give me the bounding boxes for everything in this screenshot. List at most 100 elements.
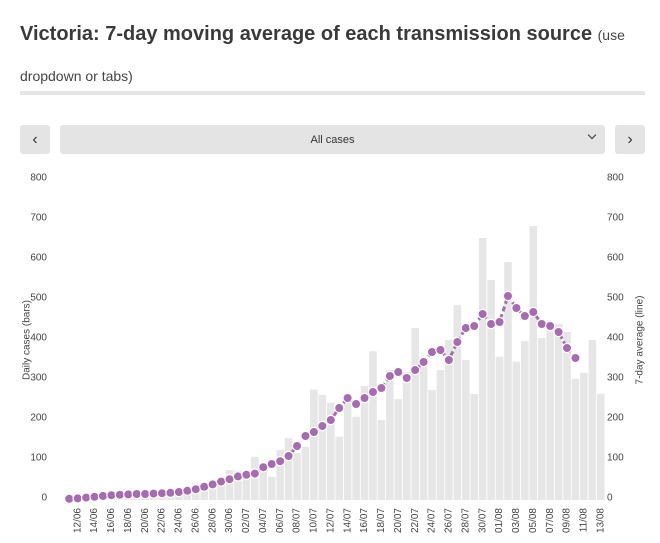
bar (208, 485, 217, 500)
line-point (190, 484, 201, 495)
line-point (536, 318, 547, 330)
line-point (207, 479, 218, 490)
prev-button[interactable]: ‹ (20, 125, 50, 154)
chart-title: Victoria: 7-day moving average of each t… (20, 23, 593, 45)
bar (301, 446, 310, 500)
x-tick-label: 12/07 (325, 508, 336, 533)
line-point (359, 392, 370, 404)
line-point (334, 402, 345, 414)
line-point (258, 462, 269, 473)
line-point (494, 316, 505, 328)
line-point (350, 398, 362, 410)
y2-tick-label: 700 (607, 213, 624, 224)
line-point (249, 468, 261, 479)
bar (596, 393, 605, 500)
line-point (570, 352, 581, 364)
line-point (393, 366, 404, 378)
bar (495, 356, 504, 500)
bar (335, 436, 344, 500)
x-tick-label: 02/07 (241, 508, 252, 533)
y-axis-label: Daily cases (bars) (22, 300, 33, 380)
bar (394, 399, 403, 500)
y2-tick-label: 200 (607, 413, 624, 424)
line-point (519, 310, 531, 322)
chart-subtitle: (use dropdown or tabs) (20, 27, 625, 84)
line-point (131, 488, 142, 500)
line-point (89, 491, 100, 502)
bar (259, 466, 268, 500)
line-point (97, 490, 109, 502)
bar (377, 420, 386, 500)
line-point (165, 487, 176, 498)
bar (478, 238, 487, 500)
bar (343, 400, 352, 500)
y2-tick-label: 500 (607, 293, 624, 304)
header: Victoria: 7-day moving average of each t… (20, 14, 640, 96)
line-point (367, 386, 379, 398)
line-point (325, 414, 336, 426)
line-point (443, 354, 455, 366)
bar (242, 473, 251, 500)
y-tick-label: 600 (30, 253, 47, 264)
y2-tick-label: 100 (607, 453, 624, 464)
x-tick-label: 14/07 (342, 508, 353, 533)
line-point (114, 489, 126, 500)
y2-tick-label: 600 (607, 253, 624, 264)
y-tick-label: 800 (30, 173, 47, 184)
next-button[interactable]: › (615, 125, 645, 154)
line-point (401, 372, 412, 384)
bar (318, 394, 327, 500)
line-point (123, 489, 134, 500)
x-tick-label: 14/06 (89, 508, 100, 533)
bar (470, 394, 479, 500)
line-point (232, 471, 244, 482)
bar (546, 328, 554, 500)
x-tick-label: 22/06 (157, 508, 168, 533)
bar (554, 324, 563, 500)
y2-tick-label: 800 (607, 173, 624, 184)
bar (445, 340, 453, 500)
bar (360, 386, 369, 500)
y-tick-label: 100 (30, 453, 47, 464)
line-point (460, 322, 471, 334)
y-tick-label: 0 (41, 493, 47, 504)
bar (200, 488, 209, 500)
line-point (199, 481, 210, 492)
y-tick-label: 500 (30, 293, 47, 304)
y2-tick-label: 400 (607, 333, 624, 344)
bar (267, 476, 276, 500)
x-tick-label: 22/07 (410, 508, 421, 533)
bar (326, 402, 335, 500)
bar (588, 340, 597, 500)
dropdown[interactable]: All cases (60, 125, 605, 154)
x-tick-label: 16/07 (359, 508, 370, 533)
line-point (426, 346, 438, 358)
line-point (511, 302, 522, 314)
y-tick-label: 300 (30, 373, 47, 384)
y-tick-label: 200 (30, 413, 47, 424)
line-point (452, 336, 463, 348)
bar (461, 360, 470, 500)
line-point (384, 370, 396, 382)
line-point (342, 392, 353, 404)
line-point (300, 430, 311, 442)
bar (284, 438, 293, 500)
bar (571, 378, 580, 500)
line-point (485, 318, 497, 330)
line-point (308, 426, 320, 438)
bar (310, 389, 318, 500)
line-point (64, 493, 75, 504)
x-tick-label: 30/07 (477, 508, 488, 533)
bar (234, 470, 242, 500)
y-tick-label: 400 (30, 333, 47, 344)
line-point (173, 486, 185, 498)
line-point (241, 469, 252, 480)
x-tick-label: 18/06 (123, 508, 134, 533)
line-point (502, 290, 514, 302)
line-point (72, 493, 83, 504)
x-tick-label: 10/07 (309, 508, 320, 533)
bar (352, 416, 360, 500)
line-point (317, 420, 328, 432)
